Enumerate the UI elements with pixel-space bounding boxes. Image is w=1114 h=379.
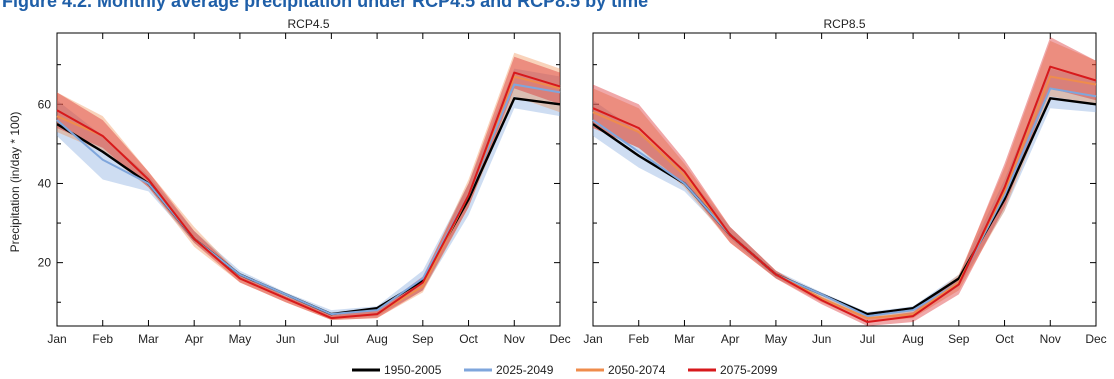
x-tick-label: May	[765, 332, 788, 346]
figure-title-cut: Figure 4.2. Monthly average precipitatio…	[2, 0, 649, 11]
x-tick-label: Jan	[47, 332, 66, 346]
x-tick-label: Jul	[324, 332, 339, 346]
x-tick-label: Feb	[628, 332, 649, 346]
x-tick-label: Aug	[366, 332, 387, 346]
series-line-2075-2099	[56, 71, 561, 320]
series-line-2025-2049	[592, 87, 1097, 318]
series-line-1950-2005	[56, 97, 561, 316]
panel-title: RCP4.5	[287, 17, 329, 31]
x-tick-label: Sep	[412, 332, 434, 346]
x-tick-label: Sep	[948, 332, 970, 346]
x-tick-label: Apr	[721, 332, 740, 346]
x-tick-label: Nov	[504, 332, 525, 346]
x-tick-label: Dec	[549, 332, 570, 346]
y-tick-label: 60	[38, 97, 52, 111]
series-line-2075-2099	[592, 65, 1097, 324]
x-tick-label: Jan	[583, 332, 602, 346]
x-tick-label: Oct	[995, 332, 1014, 346]
series-line-2050-2074	[56, 75, 561, 320]
legend-label: 1950-2005	[384, 363, 442, 377]
legend: 1950-2005 2025-2049 2050-2074 2075-2099	[352, 363, 778, 377]
y-tick-label: 20	[38, 256, 52, 270]
panel-rcp45: RCP4.5 Jan Feb Mar Apr May Jun Jul Aug Sep Oct Nov D…	[38, 17, 571, 346]
x-tick-label: Mar	[674, 332, 695, 346]
band-2075-2099	[57, 56, 560, 321]
band-2025-2049	[57, 68, 560, 319]
plot-frame	[592, 32, 1097, 327]
band-2050-2074	[57, 52, 560, 321]
x-tick-label: Apr	[185, 332, 204, 346]
band-2075-2099	[593, 36, 1096, 326]
x-tick-label: Mar	[138, 332, 159, 346]
x-tick-label: Dec	[1085, 332, 1106, 346]
x-tick-label: Feb	[92, 332, 113, 346]
x-tick-label: Jun	[276, 332, 295, 346]
panel-title: RCP8.5	[823, 17, 865, 31]
legend-label: 2025-2049	[496, 363, 554, 377]
legend-label: 2050-2074	[608, 363, 666, 377]
band-2025-2049	[593, 68, 1096, 319]
y-axis-label: Precipitation (in/day * 100)	[8, 112, 22, 253]
x-tick-label: Aug	[902, 332, 923, 346]
series-line-2050-2074	[592, 75, 1097, 320]
y-tick-label: 40	[38, 176, 52, 190]
x-tick-label: Jul	[860, 332, 875, 346]
x-tick-label: Nov	[1040, 332, 1061, 346]
band-2050-2074	[593, 40, 1096, 323]
x-tick-label: May	[229, 332, 252, 346]
x-tick-label: Oct	[459, 332, 478, 346]
panel-rcp85: RCP8.5 Jan Feb Mar Apr May Jun Jul Aug Sep Oct Nov D…	[583, 17, 1106, 346]
legend-label: 2075-2099	[720, 363, 778, 377]
x-tick-label: Jun	[812, 332, 831, 346]
plot-frame	[56, 32, 561, 327]
series-line-2025-2049	[56, 83, 561, 316]
